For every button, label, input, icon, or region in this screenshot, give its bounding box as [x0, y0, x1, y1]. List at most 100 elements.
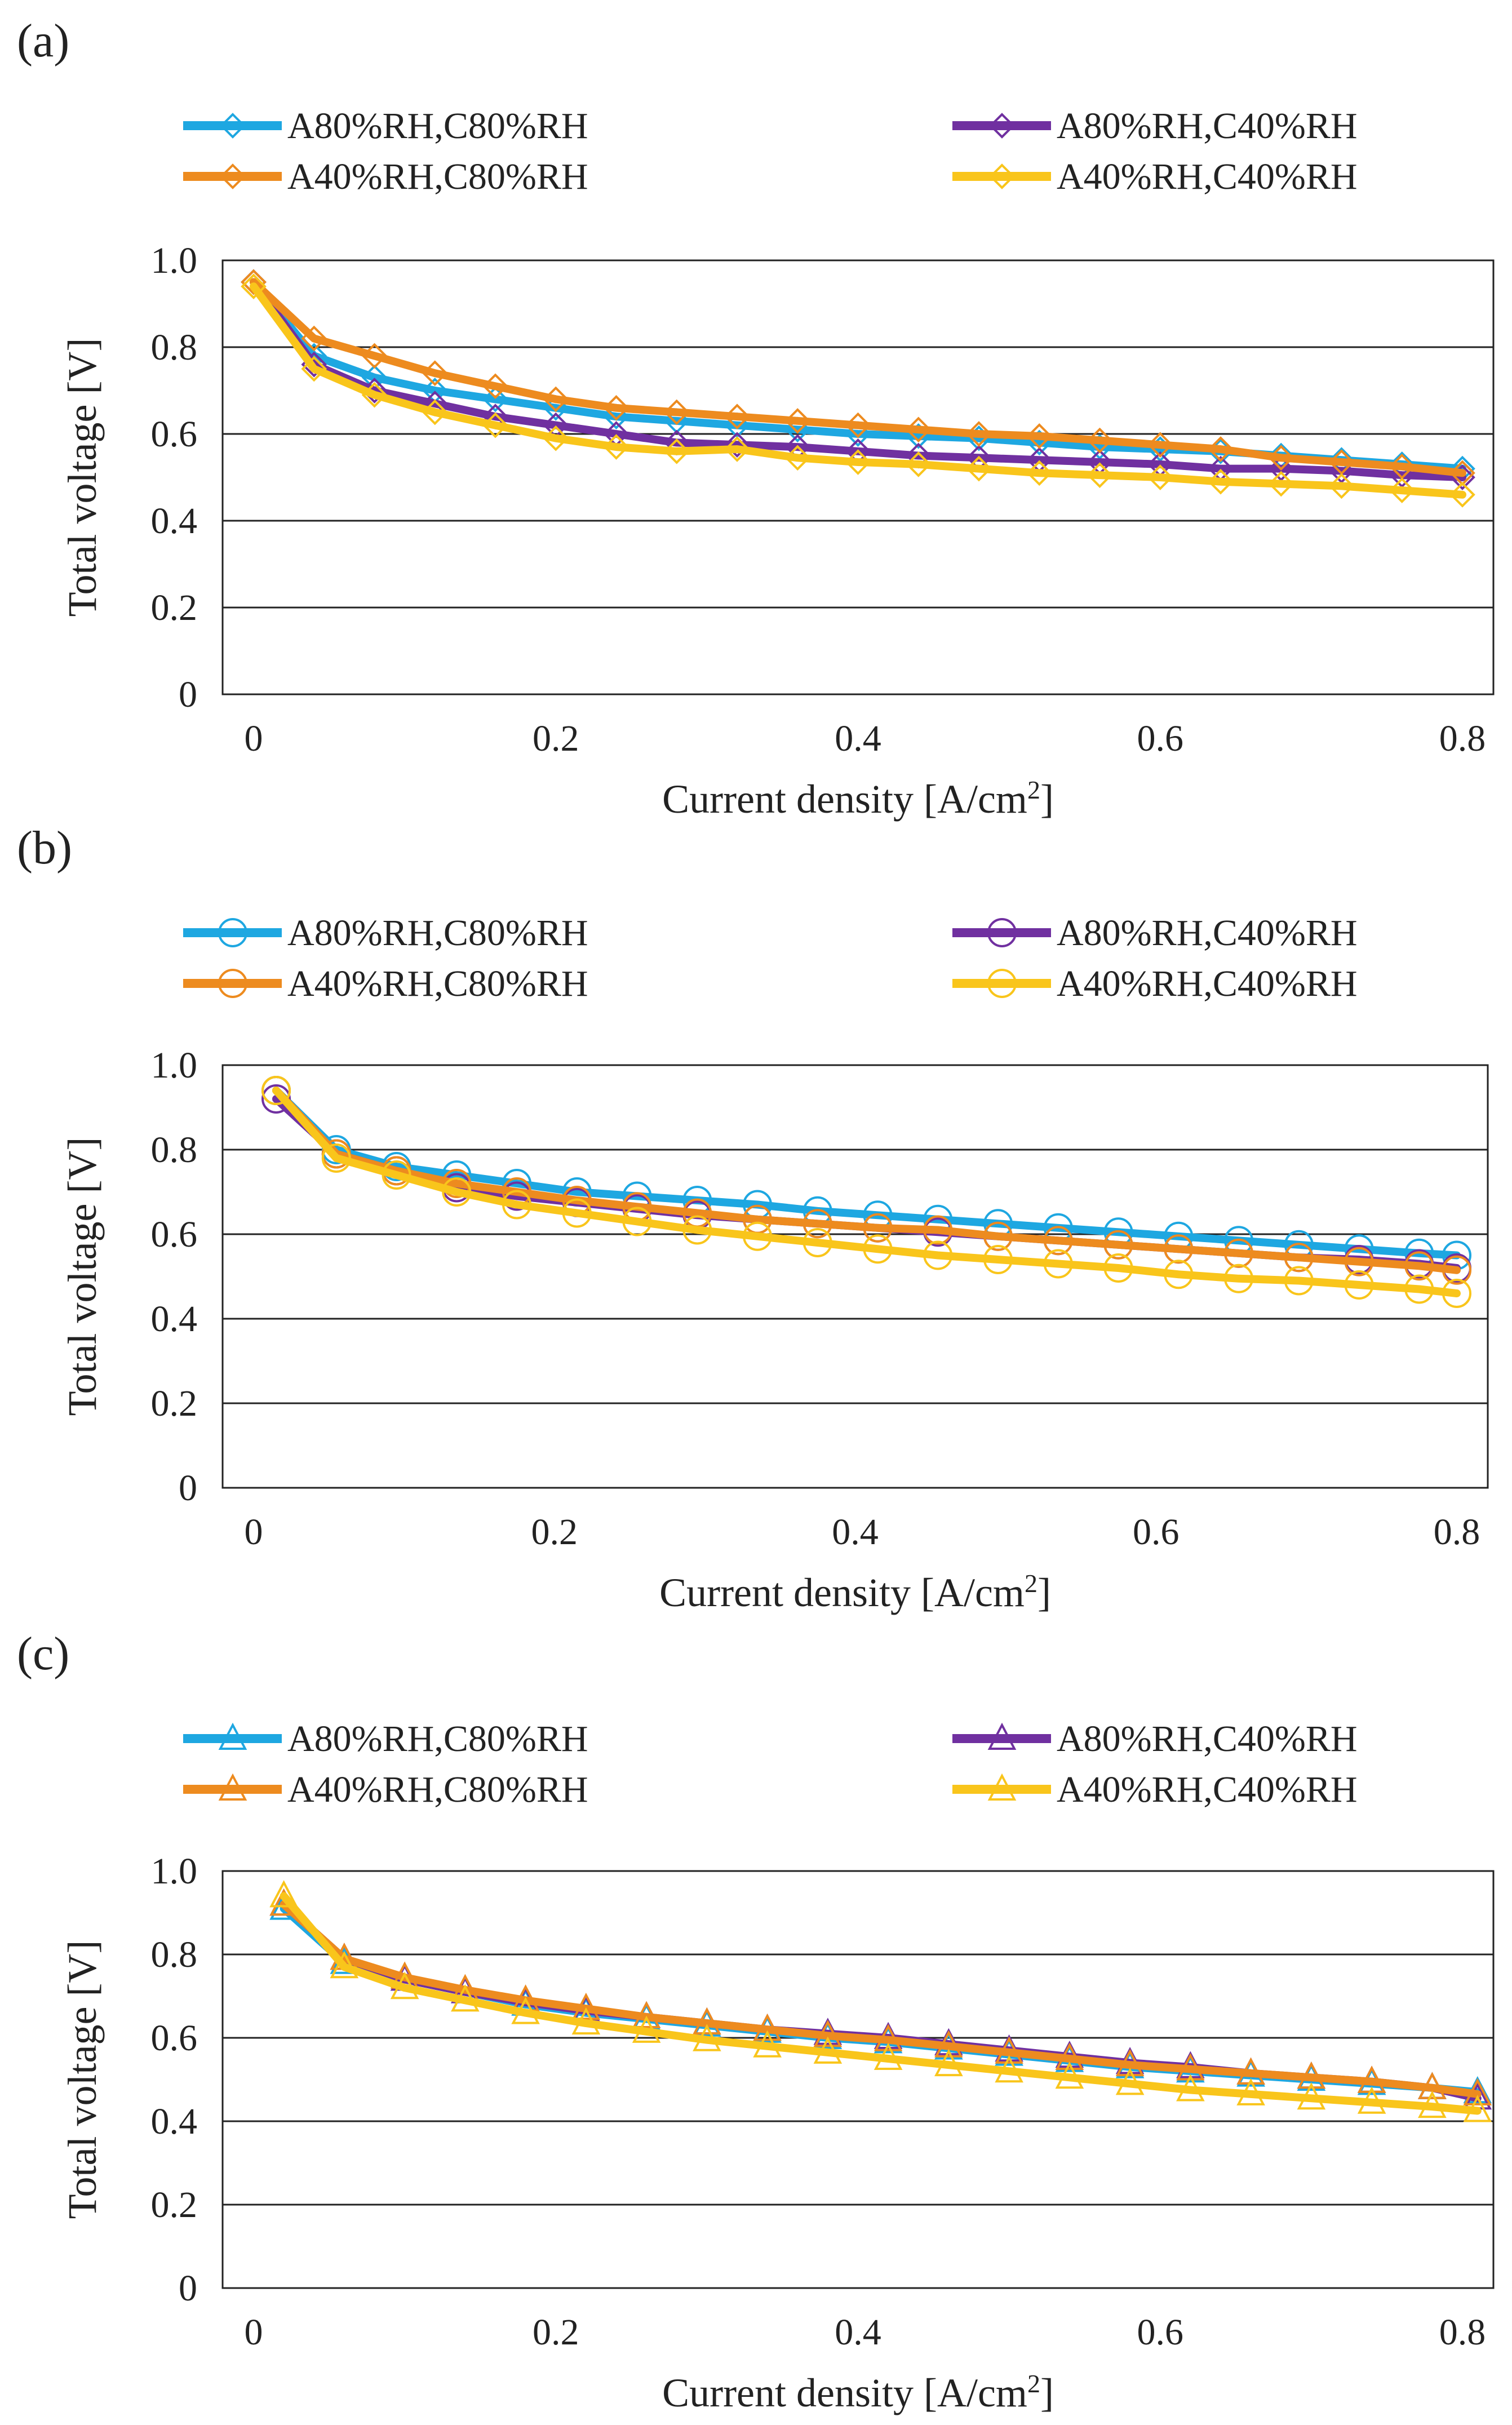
series-b-4 — [261, 1076, 1471, 1308]
x-axis-title: Current density [A/cm2] — [659, 1569, 1051, 1616]
series-line — [250, 278, 1466, 477]
legend-entry-a-4: A40%RH,C40%RH — [952, 156, 1358, 197]
legend-label: A80%RH,C40%RH — [1057, 912, 1358, 954]
legend-label: A40%RH,C80%RH — [287, 963, 588, 1004]
series-a-3 — [241, 269, 1475, 486]
data-point — [845, 412, 871, 438]
panel-label-a: (a) — [17, 15, 69, 67]
data-point — [724, 404, 750, 430]
data-point — [1268, 471, 1294, 497]
data-point — [966, 421, 992, 447]
x-tick-label: 0 — [245, 718, 263, 759]
y-tick-label: 0.6 — [151, 2018, 198, 2059]
y-tick-label: 0.2 — [151, 1383, 198, 1424]
data-point — [301, 325, 327, 352]
data-point — [1026, 460, 1053, 486]
data-point — [693, 2024, 721, 2051]
panel-b: (b) A80%RH,C80%RH A80%RH,C40%RH A40%RH,C80%… — [17, 822, 1489, 1616]
series-line — [272, 1087, 1461, 1274]
data-point — [1236, 2057, 1265, 2085]
data-point — [923, 1215, 953, 1245]
data-point — [1208, 436, 1234, 462]
data-point — [1026, 423, 1053, 449]
y-tick-label: 1.0 — [151, 1851, 198, 1892]
data-point — [905, 416, 932, 443]
legend-label: A40%RH,C80%RH — [287, 1769, 588, 1810]
series-line — [272, 1087, 1461, 1297]
legend-swatch-marker — [218, 969, 247, 998]
data-point — [743, 1221, 773, 1251]
data-point — [241, 273, 267, 300]
legend-entry-a-1: A80%RH,C80%RH — [183, 105, 588, 147]
data-point — [361, 382, 388, 408]
legend-label: A40%RH,C80%RH — [287, 156, 588, 197]
data-point — [934, 2030, 963, 2058]
legend-entry-c-3: A40%RH,C80%RH — [183, 1769, 588, 1810]
data-point — [1147, 464, 1173, 490]
data-point — [802, 1209, 832, 1239]
data-point — [1268, 445, 1294, 471]
data-point — [543, 386, 569, 413]
data-point — [482, 412, 508, 438]
data-point — [1357, 2086, 1386, 2114]
data-point — [361, 378, 388, 404]
data-point — [845, 449, 871, 475]
x-tick-label: 0.2 — [533, 718, 579, 759]
data-point — [330, 1950, 359, 1979]
data-point — [543, 425, 569, 451]
y-tick-label: 0.4 — [151, 1298, 198, 1340]
data-point — [1087, 462, 1113, 488]
legend-swatch-marker — [987, 1722, 1017, 1750]
data-point — [261, 1076, 291, 1105]
x-tick-label: 0 — [245, 1511, 263, 1553]
data-point — [753, 2030, 782, 2058]
data-point — [784, 408, 811, 434]
legend-swatch-marker — [220, 113, 246, 139]
data-point — [682, 1215, 712, 1245]
x-tick-label: 0.6 — [1133, 1511, 1180, 1553]
data-point — [1236, 2078, 1265, 2105]
data-point — [482, 373, 508, 400]
data-point — [1284, 1243, 1314, 1273]
series-line — [280, 1892, 1482, 2115]
legend-swatch-marker — [987, 918, 1017, 947]
legend-swatch-marker — [987, 1773, 1017, 1801]
data-point — [1344, 1270, 1374, 1300]
data-point — [422, 360, 448, 387]
data-point — [1449, 481, 1475, 508]
data-point — [966, 455, 992, 482]
data-point — [603, 434, 629, 460]
data-point — [241, 269, 267, 295]
y-tick-label: 0.2 — [151, 587, 198, 628]
data-point — [983, 1245, 1013, 1274]
data-point — [923, 1240, 953, 1270]
y-tick-label: 0.8 — [151, 1129, 198, 1171]
y-tick-label: 0.2 — [151, 2184, 198, 2225]
panel-c: (c) A80%RH,C80%RH A80%RH,C40%RH A40%RH,C80%… — [17, 1628, 1495, 2415]
x-tick-label: 0.6 — [1137, 2312, 1184, 2353]
data-point — [1357, 2065, 1386, 2093]
panel-label-c: (c) — [17, 1628, 69, 1680]
data-point — [482, 386, 508, 413]
data-point — [1208, 468, 1234, 495]
y-tick-label: 0 — [179, 674, 197, 715]
data-point — [442, 1177, 472, 1207]
data-point — [632, 2015, 661, 2043]
data-point — [873, 2042, 903, 2070]
data-point — [603, 394, 629, 421]
x-tick-label: 0.6 — [1137, 718, 1184, 759]
legend-label: A40%RH,C40%RH — [1057, 156, 1358, 197]
legend-label: A80%RH,C80%RH — [287, 1718, 588, 1759]
x-tick-label: 0.2 — [533, 2312, 579, 2353]
legend-swatch-marker — [989, 163, 1015, 189]
data-point — [321, 1143, 351, 1173]
legend-swatch-marker — [989, 113, 1015, 139]
data-point — [802, 1228, 832, 1257]
data-point — [1463, 2078, 1492, 2105]
data-point — [863, 1234, 893, 1264]
data-point — [724, 432, 750, 458]
x-tick-label: 0.8 — [1439, 2312, 1486, 2353]
data-point — [269, 1880, 298, 1908]
legend-label: A80%RH,C80%RH — [287, 912, 588, 954]
